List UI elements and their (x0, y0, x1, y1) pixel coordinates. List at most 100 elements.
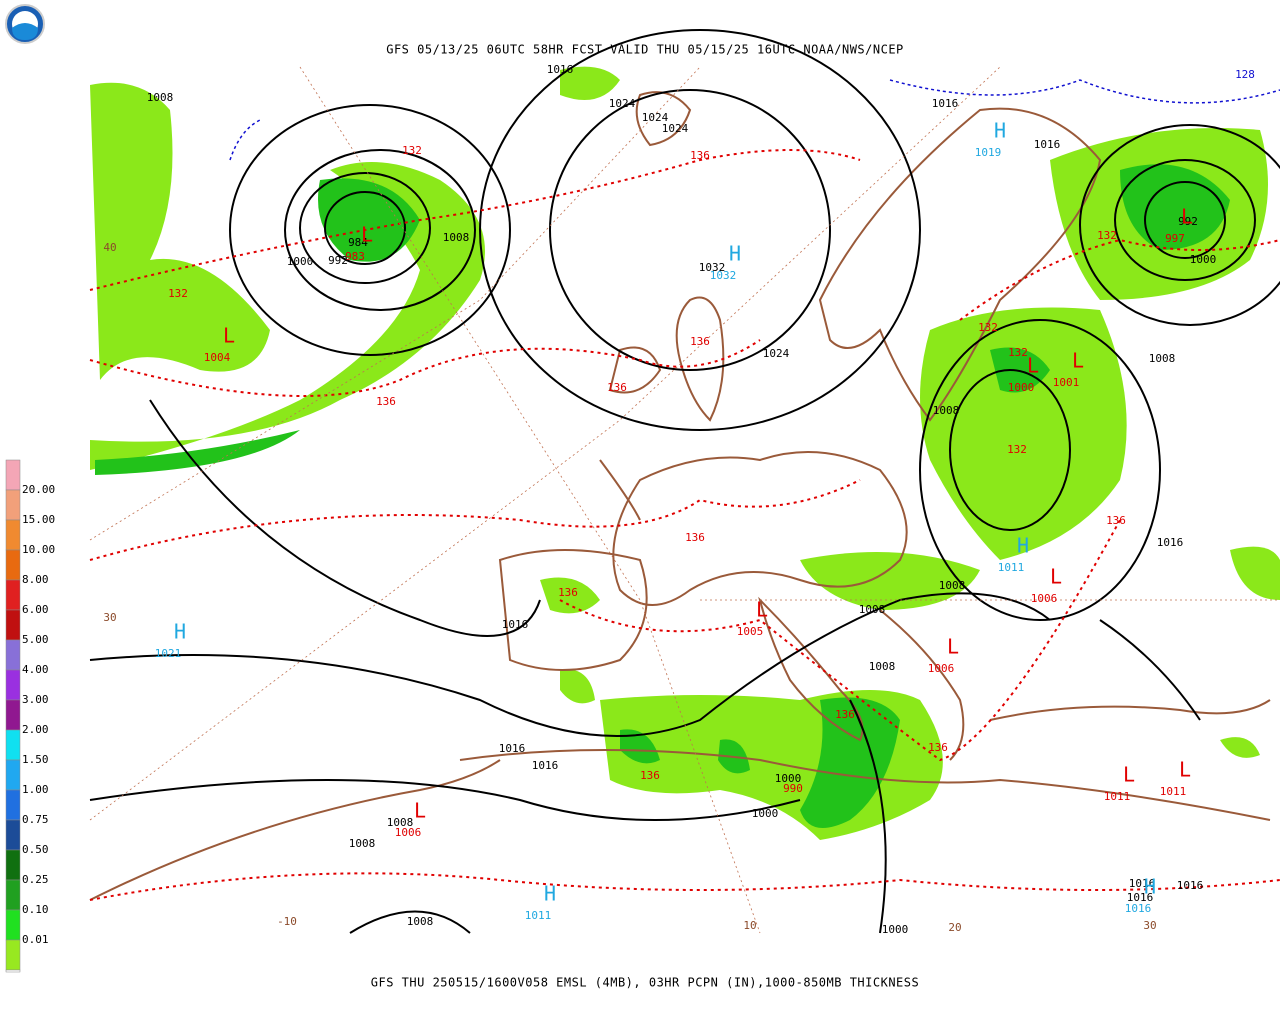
legend-swatch (5, 699, 21, 731)
dashed-isotherms (229, 79, 1280, 161)
isobar-label: 1000 (1190, 253, 1217, 266)
map-area (89, 29, 1280, 934)
isobar-label: 1008 (939, 579, 966, 592)
center-pressure: 1032 (710, 269, 737, 282)
noaa-logo (5, 4, 45, 44)
isobar-label: 1008 (349, 837, 376, 850)
legend-swatch (5, 639, 21, 671)
isobar-label: 1000 (752, 807, 779, 820)
legend-label: 8.00 (22, 573, 49, 586)
legend-label: 0.25 (22, 873, 49, 886)
isobar-label: 1016 (1157, 536, 1184, 549)
legend-label: 0.10 (22, 903, 49, 916)
isobar-label: 992 (328, 254, 348, 267)
low-center: L (1123, 763, 1135, 787)
legend-swatch (5, 729, 21, 761)
high-center: H (174, 620, 186, 644)
legend-swatch (5, 579, 21, 611)
center-pressure: 1004 (204, 351, 231, 364)
thickness-label: 136 (558, 586, 578, 599)
legend-swatch (5, 759, 21, 791)
legend-label: 5.00 (22, 633, 49, 646)
thickness-label: 136 (690, 335, 710, 348)
thickness-label: 136 (690, 149, 710, 162)
isobar-label: 1000 (287, 255, 314, 268)
legend-label: 2.00 (22, 723, 49, 736)
isobar-label: 1000 (775, 772, 802, 785)
thickness-label: 136 (928, 741, 948, 754)
isobar-label: 1008 (147, 91, 174, 104)
high-center: H (729, 242, 741, 266)
center-pressure: 1016 (1125, 902, 1152, 915)
center-pressure: 1021 (155, 647, 182, 660)
low-center: L (1181, 205, 1193, 229)
isobar-label: 1016 (1034, 138, 1061, 151)
legend: 20.00 15.00 10.00 8.00 6.00 5.00 4.00 3.00 2.00 1… (5, 459, 55, 973)
dashed-label: 128 (1235, 68, 1255, 81)
temperature-label: 20 (948, 921, 961, 934)
high-center: H (544, 882, 556, 906)
isobar-label: 1016 (1127, 891, 1154, 904)
isobar-label: 984 (348, 236, 368, 249)
legend-label: 10.00 (22, 543, 55, 556)
legend-swatch (5, 549, 21, 581)
center-pressure: 1011 (998, 561, 1025, 574)
isobar-label: 1024 (662, 122, 689, 135)
legend-label: 4.00 (22, 663, 49, 676)
isobar-label: 1024 (642, 111, 669, 124)
legend-swatch (5, 609, 21, 641)
high-center: H (1017, 534, 1029, 558)
center-pressure: 1019 (975, 146, 1002, 159)
temperature-lines (89, 66, 1280, 934)
thickness-label: 136 (640, 769, 660, 782)
isobar-label: 1008 (387, 816, 414, 829)
legend-label: 15.00 (22, 513, 55, 526)
low-center: L (1050, 565, 1062, 589)
legend-swatch (5, 969, 21, 973)
center-pressure: 1006 (928, 662, 955, 675)
isobar-label: 1008 (869, 660, 896, 673)
legend-swatch (5, 909, 21, 941)
high-center: H (994, 119, 1006, 143)
thickness-label: 136 (835, 708, 855, 721)
temperature-label: 10 (743, 919, 756, 932)
center-pressure: 1011 (1104, 790, 1131, 803)
legend-label: 0.01 (22, 933, 49, 946)
high-center: H (1144, 875, 1156, 899)
isobar-label: 1016 (499, 742, 526, 755)
thickness-label: 136 (685, 531, 705, 544)
center-pressure: 1011 (1160, 785, 1187, 798)
legend-label: 3.00 (22, 693, 49, 706)
legend-swatch (5, 489, 21, 521)
isobar-label: 1008 (443, 231, 470, 244)
low-center: L (1179, 758, 1191, 782)
isobar-label: 1024 (763, 347, 790, 360)
isobar-label: 1032 (699, 261, 726, 274)
title: GFS 05/13/25 06UTC 58HR FCST VALID THU 0… (386, 43, 904, 57)
isobar-label: 1016 (547, 63, 574, 76)
legend-label: 1.50 (22, 753, 49, 766)
isobar-label: 1008 (1149, 352, 1176, 365)
thickness-label: 132 (1007, 443, 1027, 456)
legend-swatch (5, 789, 21, 821)
legend-swatch (5, 519, 21, 551)
thickness-label: 132 (168, 287, 188, 300)
isobar-label: 1008 (933, 404, 960, 417)
legend-swatch (5, 669, 21, 701)
isobar-label: 1016 (1129, 877, 1156, 890)
thickness-lines (89, 149, 1280, 901)
center-pressure: 1006 (395, 826, 422, 839)
isobar-label: 1016 (1177, 879, 1204, 892)
legend-swatch (5, 939, 21, 971)
legend-swatch (5, 849, 21, 881)
legend-label: 0.75 (22, 813, 49, 826)
center-pressure: 997 (1165, 232, 1185, 245)
center-pressure: 1006 (1031, 592, 1058, 605)
legend-swatch (5, 879, 21, 911)
thickness-label: 132 (978, 321, 998, 334)
center-pressure: 1011 (525, 909, 552, 922)
temperature-label: 30 (1143, 919, 1156, 932)
temperature-label: 30 (103, 611, 116, 624)
